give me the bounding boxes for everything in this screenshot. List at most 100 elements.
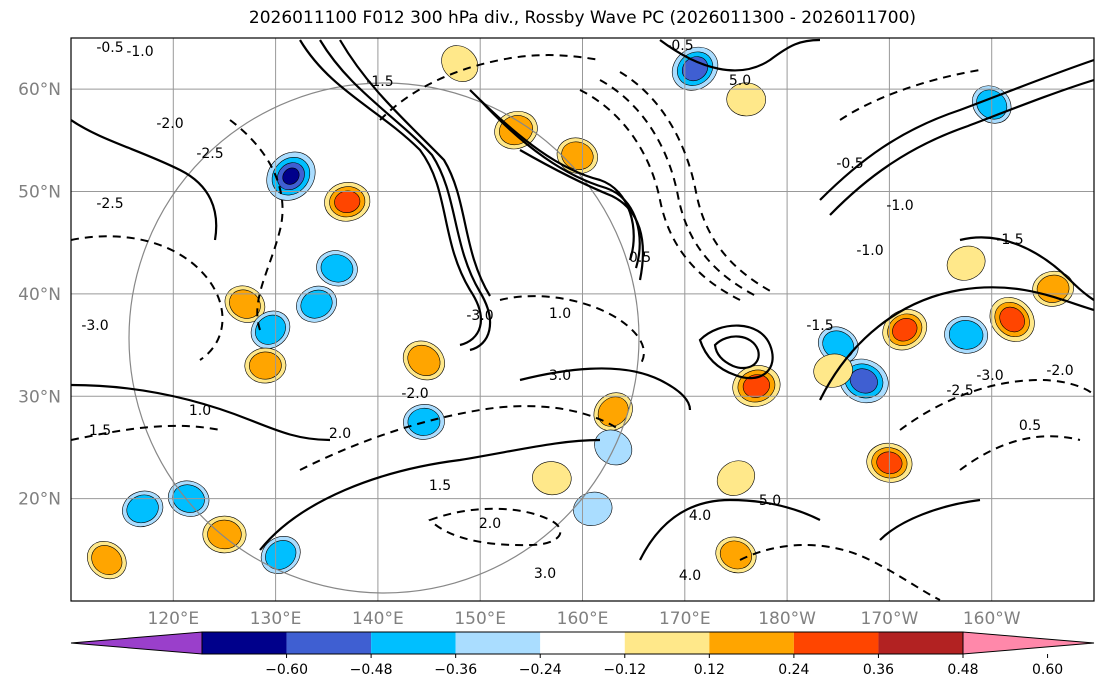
contour-line bbox=[71, 235, 224, 361]
colorbar-label: −0.36 bbox=[434, 662, 477, 678]
x-tick-label: 170°E bbox=[659, 609, 711, 629]
divergence-blob bbox=[441, 45, 479, 82]
divergence-blob bbox=[402, 340, 445, 381]
contour-label: 4.0 bbox=[689, 508, 711, 524]
contour-label: 1.0 bbox=[549, 306, 571, 322]
contour-line bbox=[879, 498, 981, 541]
contour-label: 2.0 bbox=[329, 426, 351, 442]
contour-line bbox=[71, 383, 331, 442]
contour-line bbox=[71, 424, 221, 441]
x-tick-label: 180°W bbox=[758, 609, 816, 629]
divergence-blob bbox=[296, 285, 337, 323]
divergence-blob bbox=[671, 46, 719, 91]
contour-line bbox=[479, 99, 641, 269]
contour-line bbox=[819, 286, 1094, 401]
divergence-blob bbox=[882, 309, 928, 351]
x-tick-label: 120°E bbox=[147, 609, 199, 629]
contour-line bbox=[698, 324, 774, 380]
contour-lines bbox=[71, 38, 1094, 561]
colorbar-segment bbox=[371, 632, 456, 654]
contour-label: -3.0 bbox=[976, 368, 1003, 384]
contour-label: 1.0 bbox=[189, 403, 211, 419]
colorbar-label: −0.60 bbox=[265, 662, 308, 678]
contour-line bbox=[519, 149, 644, 281]
divergence-blob bbox=[817, 326, 859, 364]
contour-label: -1.0 bbox=[856, 243, 883, 259]
plot-frame bbox=[70, 37, 1095, 602]
contour-label: 4.0 bbox=[679, 568, 701, 584]
x-tick-label: 150°E bbox=[454, 609, 506, 629]
contour-line bbox=[639, 498, 821, 561]
contour-line bbox=[829, 78, 1094, 216]
x-tick-label: 140°E bbox=[352, 609, 404, 629]
contour-line bbox=[739, 544, 941, 601]
y-tick-label: 30°N bbox=[18, 387, 61, 407]
divergence-blob bbox=[266, 151, 316, 201]
colorbar-label: 0.24 bbox=[778, 662, 809, 678]
contour-line bbox=[519, 367, 692, 411]
contour-label: -2.5 bbox=[946, 383, 973, 399]
y-tick-label: 20°N bbox=[18, 490, 61, 510]
colorbar-segment bbox=[709, 632, 794, 654]
contour-line bbox=[229, 119, 284, 331]
contour-label: 5.0 bbox=[759, 493, 781, 509]
contour-line bbox=[599, 79, 757, 297]
colorbar-segment bbox=[878, 632, 963, 654]
contour-label: 0.5 bbox=[1019, 418, 1041, 434]
contour-label: 0.5 bbox=[629, 250, 651, 266]
contour-labels: -0.5 -1.0-1.5-2.0-2.5-3.00.51.01.52.03.0 4… bbox=[81, 38, 1073, 584]
contour-label: -3.0 bbox=[81, 318, 108, 334]
radius-circle bbox=[128, 82, 640, 594]
contour-line bbox=[713, 335, 760, 370]
contour-line bbox=[959, 236, 1094, 301]
contour-label: 3.0 bbox=[549, 368, 571, 384]
colorbar-label: 0.60 bbox=[1032, 662, 1063, 678]
contour-line bbox=[819, 58, 1094, 201]
contour-line bbox=[71, 119, 218, 241]
contour-label: -0.5 bbox=[836, 156, 863, 172]
divergence-blob bbox=[532, 461, 572, 496]
contour-line bbox=[499, 295, 645, 366]
contour-label: 3.0 bbox=[534, 566, 556, 582]
contour-label: -1.0 bbox=[126, 44, 153, 60]
colorbar-frame bbox=[201, 631, 964, 655]
divergence-blob bbox=[726, 82, 766, 117]
contour-label: 2.0 bbox=[479, 516, 501, 532]
y-tick-label: 40°N bbox=[18, 285, 61, 305]
contour-line bbox=[299, 405, 621, 471]
divergence-blob bbox=[224, 285, 266, 323]
contour-line bbox=[839, 69, 981, 121]
colorbar-extend-max bbox=[962, 631, 1095, 655]
divergence-blob bbox=[573, 491, 613, 526]
contour-line bbox=[339, 39, 491, 297]
contour-line bbox=[659, 38, 821, 72]
colorbar-segment bbox=[455, 632, 541, 654]
divergence-blob bbox=[250, 310, 291, 349]
divergence-blob bbox=[594, 429, 633, 466]
contour-line bbox=[299, 39, 482, 347]
chart-title: 2026011100 F012 300 hPa div., Rossby Wav… bbox=[248, 8, 917, 28]
divergence-blob bbox=[87, 541, 127, 580]
y-tick-label: 50°N bbox=[18, 183, 61, 203]
colorbar-segment bbox=[793, 632, 879, 654]
colorbar-label: −0.24 bbox=[519, 662, 562, 678]
divergence-blob bbox=[122, 490, 164, 528]
contour-label: -1.5 bbox=[996, 232, 1023, 248]
contour-label: -0.5 bbox=[666, 38, 693, 54]
contour-line bbox=[319, 39, 491, 352]
contour-label: -2.5 bbox=[96, 196, 123, 212]
colorbar-segment bbox=[540, 632, 625, 654]
divergence-blob bbox=[202, 515, 247, 554]
x-tick-label: 160°W bbox=[963, 609, 1021, 629]
colorbar-label: 0.36 bbox=[863, 662, 894, 678]
divergence-blob bbox=[260, 536, 301, 574]
divergence-blob bbox=[316, 250, 358, 287]
y-tick-label: 60°N bbox=[18, 80, 61, 100]
contour-label: -0.5 bbox=[96, 40, 123, 56]
contour-line bbox=[259, 438, 601, 551]
divergence-blob bbox=[716, 460, 756, 496]
contour-label: -2.0 bbox=[1046, 363, 1073, 379]
divergence-blob bbox=[989, 297, 1035, 342]
contour-label: 5.0 bbox=[729, 73, 751, 89]
